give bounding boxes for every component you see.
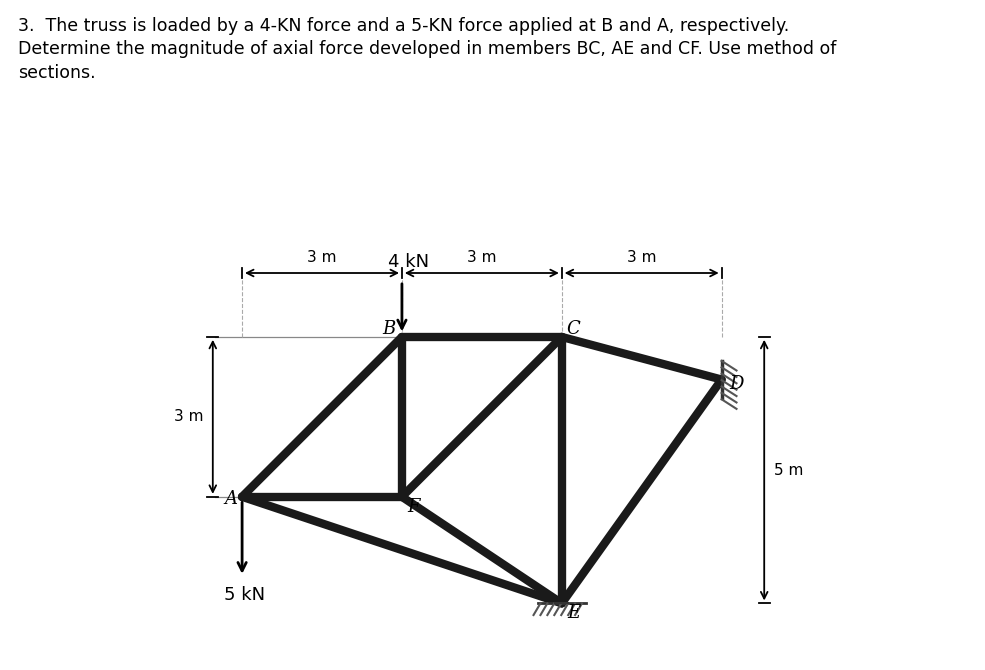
Text: 4 kN: 4 kN: [388, 253, 428, 271]
Text: 5 kN: 5 kN: [225, 586, 265, 604]
Text: B: B: [382, 320, 395, 338]
Text: F: F: [408, 498, 420, 517]
Text: A: A: [224, 490, 236, 509]
Text: 3 m: 3 m: [307, 250, 337, 265]
Text: 3 m: 3 m: [173, 409, 203, 424]
Text: 3 m: 3 m: [467, 250, 496, 265]
Text: 3 m: 3 m: [626, 250, 656, 265]
Text: D: D: [729, 375, 744, 393]
Text: 5 m: 5 m: [774, 462, 803, 478]
Text: C: C: [566, 320, 580, 338]
Text: E: E: [567, 604, 580, 622]
Text: 3.  The truss is loaded by a 4-KN force and a 5-KN force applied at B and A, res: 3. The truss is loaded by a 4-KN force a…: [18, 17, 836, 82]
